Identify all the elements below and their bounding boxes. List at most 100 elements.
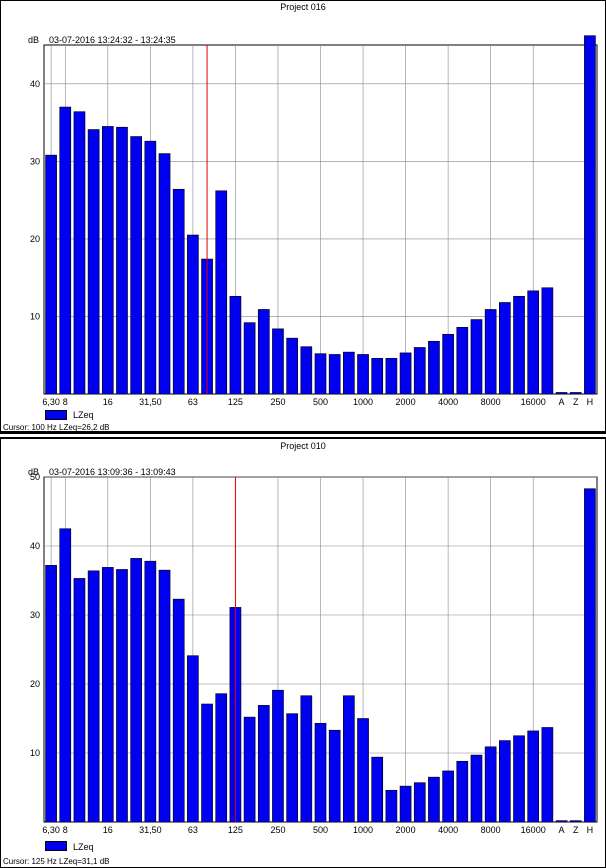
x-tick-label: A xyxy=(559,397,565,407)
bar xyxy=(130,558,142,823)
bar xyxy=(385,358,398,395)
bar xyxy=(87,129,100,395)
measurement-timestamp: 03-07-2016 13:24:32 - 13:24:35 xyxy=(49,35,176,45)
bar xyxy=(413,782,426,823)
x-tick-label: 500 xyxy=(313,397,328,407)
bar xyxy=(399,785,412,823)
x-tick-label: 63 xyxy=(188,397,198,407)
bar xyxy=(272,689,284,823)
y-tick-label: 30 xyxy=(30,610,40,620)
bar xyxy=(101,126,114,395)
bar xyxy=(314,723,327,823)
legend-swatch xyxy=(45,841,67,851)
y-tick-label: 10 xyxy=(30,748,40,758)
bar xyxy=(59,528,72,823)
bar xyxy=(101,567,114,823)
bar xyxy=(470,319,483,395)
bar xyxy=(499,302,511,395)
bar xyxy=(442,770,454,823)
bar xyxy=(428,776,440,823)
x-tick-label: 31,50 xyxy=(139,825,162,835)
x-tick-label: 8 xyxy=(63,397,68,407)
y-axis-unit: dB xyxy=(28,467,40,477)
x-tick-label: 16 xyxy=(103,825,113,835)
bar xyxy=(172,188,185,395)
bar xyxy=(569,820,582,823)
y-tick-label: 40 xyxy=(30,541,40,551)
x-tick-label: 31,50 xyxy=(139,397,162,407)
panel-divider xyxy=(0,432,606,438)
bar xyxy=(201,703,213,823)
chart-title: Project 010 xyxy=(280,441,326,451)
bar xyxy=(513,735,525,823)
bar xyxy=(116,569,128,823)
bar xyxy=(229,295,242,395)
bar xyxy=(343,351,355,395)
x-tick-label: 250 xyxy=(270,397,285,407)
x-tick-label: 16000 xyxy=(521,397,546,407)
bar xyxy=(158,153,171,395)
y-axis-unit: dB xyxy=(28,35,40,45)
measurement-timestamp: 03-07-2016 13:09:36 - 13:09:43 xyxy=(49,467,176,477)
x-tick-label: Z xyxy=(573,825,579,835)
y-tick-label: 30 xyxy=(30,156,40,166)
bar xyxy=(357,718,369,823)
bar xyxy=(215,190,228,395)
bar xyxy=(442,333,454,395)
x-tick-label: Z xyxy=(573,397,579,407)
bar xyxy=(371,756,384,823)
x-tick-label: 6,30 xyxy=(42,825,60,835)
bar xyxy=(243,322,256,395)
bar xyxy=(357,354,369,395)
bar xyxy=(456,327,469,395)
bar xyxy=(130,136,142,395)
bar xyxy=(187,234,199,395)
bar xyxy=(286,337,298,395)
bar xyxy=(484,746,497,823)
bar xyxy=(428,340,440,395)
bar xyxy=(555,392,568,395)
legend-label: LZeq xyxy=(73,410,94,420)
bar xyxy=(385,789,398,823)
bar xyxy=(116,126,128,395)
bar xyxy=(73,111,86,395)
cursor-readout: Cursor: 125 Hz LZeq=31,1 dB xyxy=(3,857,110,866)
x-tick-label: 125 xyxy=(228,825,243,835)
x-tick-label: 16000 xyxy=(521,825,546,835)
bar xyxy=(470,754,483,823)
x-tick-label: 2000 xyxy=(396,397,416,407)
bar xyxy=(555,820,568,823)
y-tick-label: 20 xyxy=(30,679,40,689)
x-tick-label: 4000 xyxy=(438,825,458,835)
bar xyxy=(569,392,582,395)
bar xyxy=(541,727,554,823)
bar xyxy=(314,353,327,395)
bar xyxy=(584,35,596,395)
bar xyxy=(513,295,525,395)
bar xyxy=(584,488,596,823)
y-tick-label: 20 xyxy=(30,234,40,244)
bar xyxy=(187,655,199,823)
bar xyxy=(371,358,384,395)
x-tick-label: 8000 xyxy=(481,825,501,835)
bar xyxy=(257,705,270,823)
bar xyxy=(158,569,171,823)
x-tick-label: 8000 xyxy=(481,397,501,407)
bar xyxy=(499,740,511,823)
cursor-readout: Cursor: 100 Hz LZeq=26,2 dB xyxy=(3,423,110,432)
bar xyxy=(73,578,86,823)
bar xyxy=(541,287,554,395)
legend-swatch xyxy=(45,410,67,420)
bar xyxy=(456,760,469,823)
bar xyxy=(328,729,341,823)
bar xyxy=(527,290,540,395)
bar xyxy=(45,565,57,823)
x-tick-label: 6,30 xyxy=(42,397,60,407)
x-tick-label: 125 xyxy=(228,397,243,407)
bar xyxy=(300,346,313,395)
bar xyxy=(215,693,228,823)
y-tick-label: 50 xyxy=(30,472,40,482)
x-tick-label: 4000 xyxy=(438,397,458,407)
bar xyxy=(399,352,412,395)
bar xyxy=(527,730,540,823)
